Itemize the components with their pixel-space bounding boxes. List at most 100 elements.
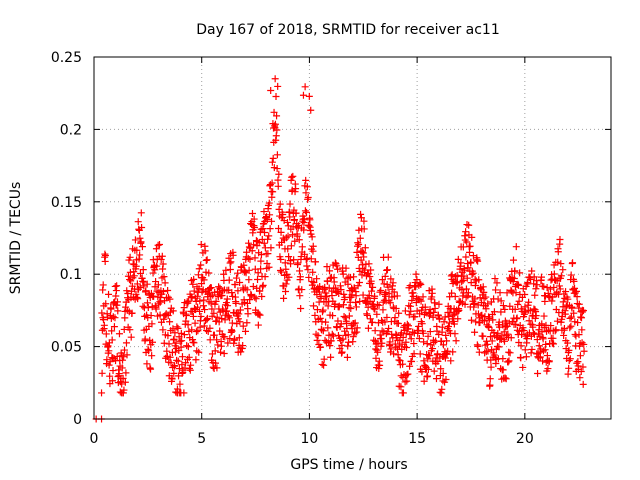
data-point: [392, 304, 400, 312]
data-point: [234, 287, 242, 295]
data-point: [318, 360, 326, 368]
data-point: [383, 266, 391, 274]
data-point: [307, 106, 315, 114]
data-point: [143, 280, 151, 288]
data-point: [385, 324, 393, 332]
data-point: [126, 253, 134, 261]
data-point: [419, 329, 427, 337]
data-point: [105, 347, 113, 355]
data-point: [564, 339, 572, 347]
data-point: [164, 332, 172, 340]
x-tick-label: 10: [301, 431, 319, 447]
data-point: [241, 267, 249, 275]
data-point: [171, 362, 179, 370]
x-tick-labels: 0 5 10 15 20: [90, 431, 534, 447]
data-point: [175, 372, 183, 380]
data-point: [109, 367, 117, 375]
data-point: [406, 362, 414, 370]
data-point: [311, 311, 319, 319]
data-point: [243, 286, 251, 294]
data-point: [556, 285, 564, 293]
data-point: [328, 330, 336, 338]
data-point: [367, 266, 375, 274]
data-point: [173, 323, 181, 331]
data-point: [539, 335, 547, 343]
data-point: [296, 273, 304, 281]
data-point: [404, 370, 412, 378]
data-point: [313, 336, 321, 344]
data-point: [229, 251, 237, 259]
data-point: [578, 339, 586, 347]
data-point: [376, 288, 384, 296]
data-point: [187, 293, 195, 301]
data-point: [439, 377, 447, 385]
data-point: [224, 339, 232, 347]
data-point: [507, 334, 515, 342]
data-point: [322, 318, 330, 326]
data-point: [233, 320, 241, 328]
data-point: [567, 271, 575, 279]
data-point: [325, 331, 333, 339]
data-point: [287, 242, 295, 250]
data-point: [497, 308, 505, 316]
data-point: [114, 307, 122, 315]
data-point: [261, 228, 269, 236]
data-point: [244, 254, 252, 262]
data-point: [232, 299, 240, 307]
data-point: [137, 209, 145, 217]
data-point: [263, 260, 271, 268]
data-point: [119, 374, 127, 382]
data-point: [415, 322, 423, 330]
data-point: [378, 327, 386, 335]
data-point: [213, 313, 221, 321]
data-point: [145, 347, 153, 355]
data-point: [554, 248, 562, 256]
data-point: [365, 260, 373, 268]
data-point: [222, 266, 230, 274]
data-point: [152, 245, 160, 253]
data-point: [281, 259, 289, 267]
data-point: [578, 326, 586, 334]
data-point: [231, 335, 239, 343]
data-point: [408, 296, 416, 304]
data-point: [156, 240, 164, 248]
data-point: [355, 240, 363, 248]
data-point: [471, 328, 479, 336]
data-point: [569, 259, 577, 267]
data-point: [516, 269, 524, 277]
axis-ticks: [93, 56, 611, 420]
data-point: [504, 358, 512, 366]
data-point: [122, 339, 130, 347]
data-point: [343, 353, 351, 361]
data-point: [526, 307, 534, 315]
data-point: [514, 300, 522, 308]
data-point: [356, 234, 364, 242]
data-point: [475, 276, 483, 284]
data-point: [358, 248, 366, 256]
data-point: [182, 312, 190, 320]
data-point: [152, 305, 160, 313]
data-point: [154, 241, 162, 249]
data-point: [109, 313, 117, 321]
data-point: [191, 319, 199, 327]
data-point: [565, 346, 573, 354]
data-point: [371, 292, 379, 300]
data-point: [142, 287, 150, 295]
data-point: [212, 359, 220, 367]
data-point: [439, 369, 447, 377]
data-point: [330, 278, 338, 286]
data-point: [371, 305, 379, 313]
data-point: [198, 280, 206, 288]
data-point: [227, 258, 235, 266]
data-point: [225, 276, 233, 284]
data-point: [177, 343, 185, 351]
data-point: [195, 285, 203, 293]
data-point: [190, 275, 198, 283]
data-point: [289, 231, 297, 239]
data-point: [499, 302, 507, 310]
data-point: [143, 299, 151, 307]
data-point: [185, 365, 193, 373]
data-point: [160, 273, 168, 281]
data-point: [397, 383, 405, 391]
data-point: [443, 337, 451, 345]
